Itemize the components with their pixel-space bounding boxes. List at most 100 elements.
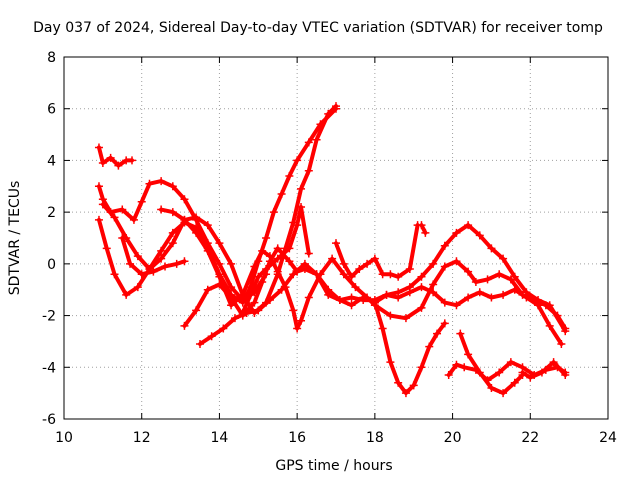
data-point [180,257,189,266]
x-tick-label: 14 [211,430,229,446]
data-point [293,221,302,230]
data-point [417,283,426,292]
x-tick-label: 18 [366,430,384,446]
data-point [258,277,267,286]
data-point [417,221,426,230]
data-point [161,262,170,271]
data-point [157,205,166,214]
data-point [518,368,527,377]
data-point [312,135,321,144]
series-s9 [238,202,313,317]
data-point [192,213,201,222]
data-point [475,231,484,240]
data-point [429,288,438,297]
data-point [149,267,158,276]
data-point [370,298,379,307]
data-point [324,109,333,118]
data-point [172,259,181,268]
data-point [405,288,414,297]
data-point [293,324,302,333]
data-point [114,161,123,170]
data-point [238,290,247,299]
data-point [94,143,103,152]
data-point [180,321,189,330]
x-tick-label: 12 [133,430,151,446]
data-point [300,259,309,268]
data-point [250,262,259,271]
series-s4 [98,102,340,317]
series-s12 [417,221,430,237]
data-series [94,102,570,398]
data-point [332,102,340,111]
data-point [335,296,344,305]
data-point [510,272,519,281]
data-point [297,202,306,211]
data-point [359,293,368,302]
data-point [180,215,189,224]
data-point [285,171,294,180]
data-point [273,267,282,276]
y-tick-label: 2 [47,205,56,221]
data-point [168,228,177,237]
data-point [304,293,313,302]
data-point [537,368,546,377]
data-point [258,246,267,255]
data-point [277,190,286,199]
data-point [98,159,107,168]
data-point [157,246,166,255]
data-point [499,254,508,263]
data-point [129,215,138,224]
data-point [269,208,278,217]
data-point [304,166,313,175]
series-line [334,223,420,279]
y-tick-label: 6 [47,102,56,118]
data-point [219,324,228,333]
data-point [487,293,496,302]
data-point [238,308,247,317]
data-point [293,156,302,165]
data-point [394,272,403,281]
series-s15 [518,358,570,382]
data-point [499,389,508,398]
data-point [324,285,333,294]
data-point [230,314,239,323]
data-point [262,234,271,242]
data-point [487,383,496,392]
data-point [203,285,212,294]
data-point [417,303,426,312]
data-point [378,270,387,279]
data-point [351,283,360,292]
data-point [273,244,282,253]
data-point [363,259,372,268]
data-point [561,327,570,336]
data-point [483,275,492,284]
data-point [332,239,340,248]
data-point [110,213,119,222]
data-point [180,195,189,204]
data-point [262,265,271,274]
data-point [440,241,449,250]
data-point [145,179,154,188]
data-point [394,378,403,387]
data-point [192,228,201,237]
data-point [417,272,426,281]
data-point [429,259,438,268]
y-tick-label: -2 [42,309,56,325]
data-point [444,371,453,380]
data-point [137,197,146,206]
data-point [405,265,414,274]
data-point [254,272,263,281]
data-point [394,293,403,302]
data-point [277,285,286,294]
data-point [168,208,177,217]
series-line [97,106,338,305]
y-tick-label: 8 [47,50,56,66]
data-point [452,257,461,266]
series-line [372,300,447,396]
x-tick-label: 16 [288,430,306,446]
data-point [417,363,426,372]
data-point [94,182,103,191]
data-point [386,311,395,320]
